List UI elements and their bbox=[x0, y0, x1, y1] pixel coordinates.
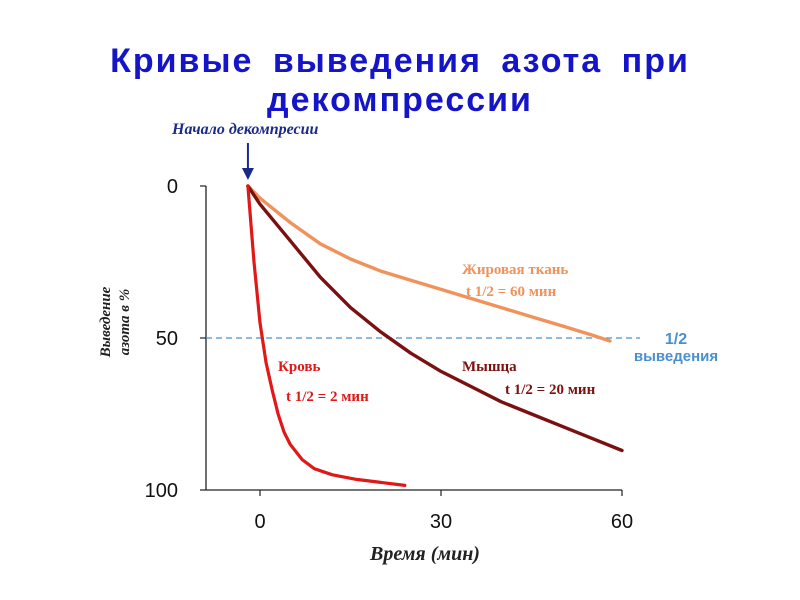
chart-series bbox=[246, 184, 624, 487]
muscle-halflife: t 1/2 = 20 мин bbox=[505, 382, 596, 398]
y-tick-label: 0 bbox=[167, 176, 178, 198]
fat-tissue-halflife: t 1/2 = 60 мин bbox=[466, 284, 557, 300]
blood-name: Кровь bbox=[278, 359, 320, 375]
y-axis-label: Выведение азота в % bbox=[98, 286, 133, 358]
y-axis-label-line: Выведение bbox=[98, 286, 114, 358]
fat-tissue-name: Жировая ткань bbox=[462, 262, 568, 278]
chart-labels: Время (мин) Выведение азота в % 1/2выведени… bbox=[98, 121, 718, 565]
decompression-start-label: Начало декомпресии bbox=[171, 121, 319, 138]
x-axis-label: Время (мин) bbox=[369, 543, 480, 565]
fat-tissue-curve bbox=[246, 184, 612, 343]
page-title: Кривые выведения азота при декомпрессии bbox=[110, 42, 690, 119]
x-tick-label: 60 bbox=[611, 511, 633, 533]
blood-halflife: t 1/2 = 2 мин bbox=[286, 389, 369, 405]
y-axis-label-line: азота в % bbox=[117, 289, 133, 356]
muscle-name: Мышца bbox=[462, 359, 517, 375]
y-tick-label: 100 bbox=[145, 480, 178, 502]
half-elimination-label: 1/2 bbox=[665, 331, 687, 348]
arrow-head-icon bbox=[241, 168, 254, 180]
muscle-curve bbox=[246, 184, 624, 453]
x-tick-label: 30 bbox=[430, 511, 452, 533]
half-elimination-label-2: выведения bbox=[634, 348, 718, 365]
y-tick-label: 50 bbox=[156, 328, 178, 350]
chart-axes: 0 50 100 0 30 60 bbox=[145, 176, 634, 533]
x-tick-label: 0 bbox=[254, 511, 265, 533]
blood-curve bbox=[246, 184, 407, 487]
